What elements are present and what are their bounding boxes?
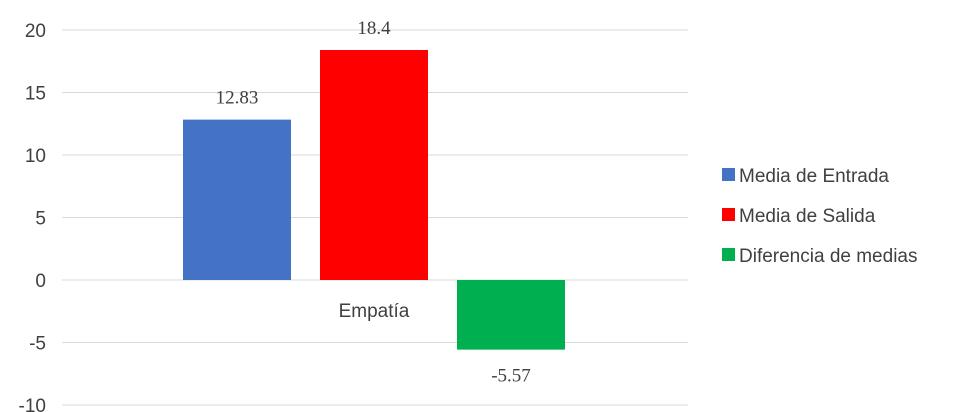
y-tick-label: -10	[19, 396, 46, 412]
bar-media-de-salida	[320, 50, 428, 280]
y-tick-label: 5	[35, 209, 46, 230]
y-tick-label: 15	[25, 84, 46, 105]
category-label: Empatía	[339, 301, 410, 322]
legend-swatch	[722, 248, 735, 261]
y-tick-label: -5	[29, 334, 46, 355]
y-tick-label: 0	[35, 271, 46, 292]
legend-label: Media de Entrada	[739, 166, 889, 187]
y-tick-label: 20	[25, 21, 46, 42]
legend-label: Media de Salida	[739, 206, 876, 227]
legend-swatch	[722, 168, 735, 181]
data-labels: 12.83 18.4 -5.57	[216, 18, 531, 387]
y-axis-tick-labels: 20 15 10 5 0 -5 -10	[19, 21, 46, 412]
legend-label: Diferencia de medias	[739, 246, 917, 267]
data-label: 12.83	[216, 88, 259, 109]
data-label: -5.57	[491, 366, 531, 387]
y-tick-label: 10	[25, 146, 46, 167]
bar-diferencia-de-medias	[457, 280, 565, 350]
bars	[183, 50, 565, 350]
bar-media-de-entrada	[183, 119, 291, 280]
legend-swatch	[722, 208, 735, 221]
data-label: 18.4	[357, 18, 391, 39]
legend: Media de Entrada Media de Salida Diferenci…	[722, 166, 917, 267]
